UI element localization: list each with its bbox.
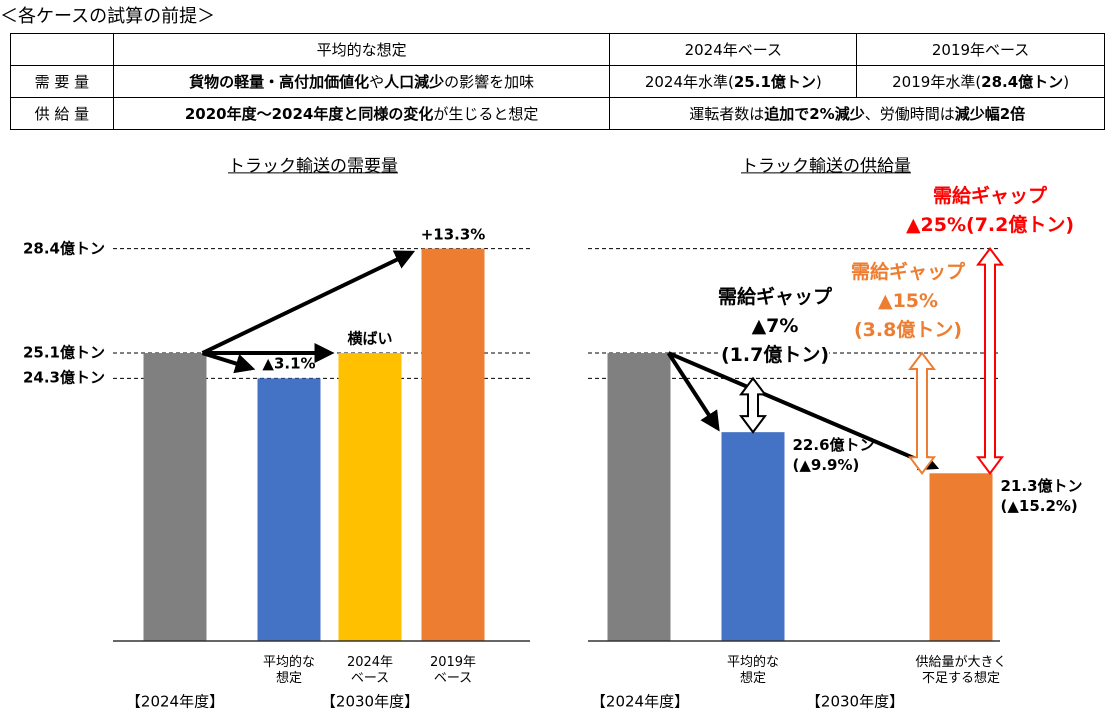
gap-label: 需給ギャップ bbox=[850, 260, 966, 283]
cell-text: ) bbox=[1063, 73, 1070, 91]
bar bbox=[421, 248, 485, 641]
x-tick-label: 供給量が大きく 不足する想定 bbox=[915, 655, 1007, 687]
gap-label: 需給ギャップ bbox=[932, 185, 1048, 208]
gap-label: ▲25%(7.2億トン) bbox=[905, 214, 1075, 237]
assumption-table: 平均的な想定 2024年ベース 2019年ベース需 要 量貨物の軽量・高付加価値化や… bbox=[10, 33, 1105, 130]
chart-title: トラック輸送の供給量 bbox=[741, 156, 911, 177]
annotation: (▲9.9%) bbox=[792, 456, 860, 475]
row-label: 供 給 量 bbox=[10, 97, 114, 130]
table-row: 需 要 量貨物の軽量・高付加価値化や人口減少の影響を加味 2024年水準(25.1… bbox=[10, 65, 1105, 98]
gap-label: (1.7億トン) bbox=[720, 343, 830, 368]
cell-text: 減少幅2倍 bbox=[954, 105, 1026, 123]
cell-text: 人口減少 bbox=[384, 73, 445, 91]
gap-label: (3.8億トン) bbox=[853, 318, 963, 341]
cell-text: 2019年水準( bbox=[892, 73, 982, 91]
bar bbox=[929, 473, 993, 641]
table-row: 供 給 量 2020年度～2024年度と同様の変化が生じると想定 運転者数は追加で2… bbox=[10, 97, 1105, 130]
header-cell: 2024年ベース bbox=[609, 33, 858, 66]
y-tick-label: 24.3億トン bbox=[22, 368, 105, 387]
y-tick-label: 28.4億トン bbox=[22, 239, 105, 258]
cell-text: が生じると想定 bbox=[433, 105, 539, 123]
annotation: +13.3% bbox=[420, 225, 486, 244]
x-tick-label: 平均的な 想定 bbox=[726, 655, 780, 687]
x-tick-label: 2024年 ベース bbox=[346, 655, 394, 687]
header-cell: 2019年ベース bbox=[856, 33, 1105, 66]
arrow bbox=[201, 351, 256, 374]
table-cell: 貨物の軽量・高付加価値化や人口減少の影響を加味 bbox=[112, 65, 611, 98]
cell-text: 貨物の軽量・高付加価値化 bbox=[189, 73, 370, 91]
chart-title: トラック輸送の需要量 bbox=[228, 156, 398, 177]
group-label: 【2030年度】 bbox=[320, 692, 420, 711]
cell-text: 2024年水準( bbox=[644, 73, 734, 91]
cell-text: 25.1億トン bbox=[733, 73, 816, 91]
arrow bbox=[666, 351, 720, 432]
annotation: 横ばい bbox=[347, 329, 393, 348]
gap-arrow bbox=[739, 376, 767, 434]
x-tick-label: 2019年 ベース bbox=[429, 655, 477, 687]
bar bbox=[257, 378, 321, 641]
x-tick-label: 平均的な 想定 bbox=[262, 655, 316, 687]
table-header-row: 平均的な想定 2024年ベース 2019年ベース bbox=[10, 33, 1105, 66]
cell-text: ) bbox=[815, 73, 822, 91]
cell-text: 追加で2%減少 bbox=[764, 105, 865, 123]
value-label: 21.3億トン bbox=[1000, 477, 1083, 496]
gap-arrow bbox=[976, 246, 1004, 475]
group-label: 【2030年度】 bbox=[805, 692, 905, 711]
page-title: ＜各ケースの試算の前提＞ bbox=[0, 6, 216, 27]
bar bbox=[338, 353, 402, 641]
gap-label: 需給ギャップ bbox=[717, 285, 833, 310]
table-cell: 2019年水準(28.4億トン) bbox=[856, 65, 1105, 98]
group-label: 【2024年度】 bbox=[125, 692, 225, 711]
table-cell: 2020年度～2024年度と同様の変化が生じると想定 bbox=[112, 97, 611, 130]
cell-text: 28.4億トン bbox=[981, 73, 1064, 91]
annotation: ▲3.1% bbox=[262, 354, 316, 373]
group-label: 【2024年度】 bbox=[590, 692, 690, 711]
row-label: 需 要 量 bbox=[10, 65, 114, 98]
cell-text: の影響を加味 bbox=[444, 73, 535, 91]
cell-text: や bbox=[369, 73, 385, 91]
cell-text: 運転者数は bbox=[689, 105, 765, 123]
arrow bbox=[667, 351, 940, 471]
y-tick-label: 25.1億トン bbox=[22, 343, 105, 362]
gap-label: ▲7% bbox=[751, 314, 799, 339]
header-cell: 平均的な想定 bbox=[112, 33, 611, 66]
annotation: (▲15.2%) bbox=[1000, 497, 1078, 516]
gap-arrow bbox=[908, 351, 936, 475]
header-cell bbox=[10, 33, 114, 66]
cell-text: 、労働時間は bbox=[864, 105, 955, 123]
value-label: 22.6億トン bbox=[792, 436, 875, 455]
bar bbox=[721, 432, 785, 641]
bar bbox=[607, 353, 671, 641]
gap-label: ▲15% bbox=[877, 289, 939, 312]
table-cell: 2024年水準(25.1億トン) bbox=[609, 65, 858, 98]
bar bbox=[143, 353, 207, 641]
cell-text: 2020年度～2024年度と同様の変化 bbox=[184, 105, 434, 123]
table-cell: 運転者数は追加で2%減少、労働時間は減少幅2倍 bbox=[609, 97, 1105, 130]
arrow bbox=[201, 250, 416, 355]
